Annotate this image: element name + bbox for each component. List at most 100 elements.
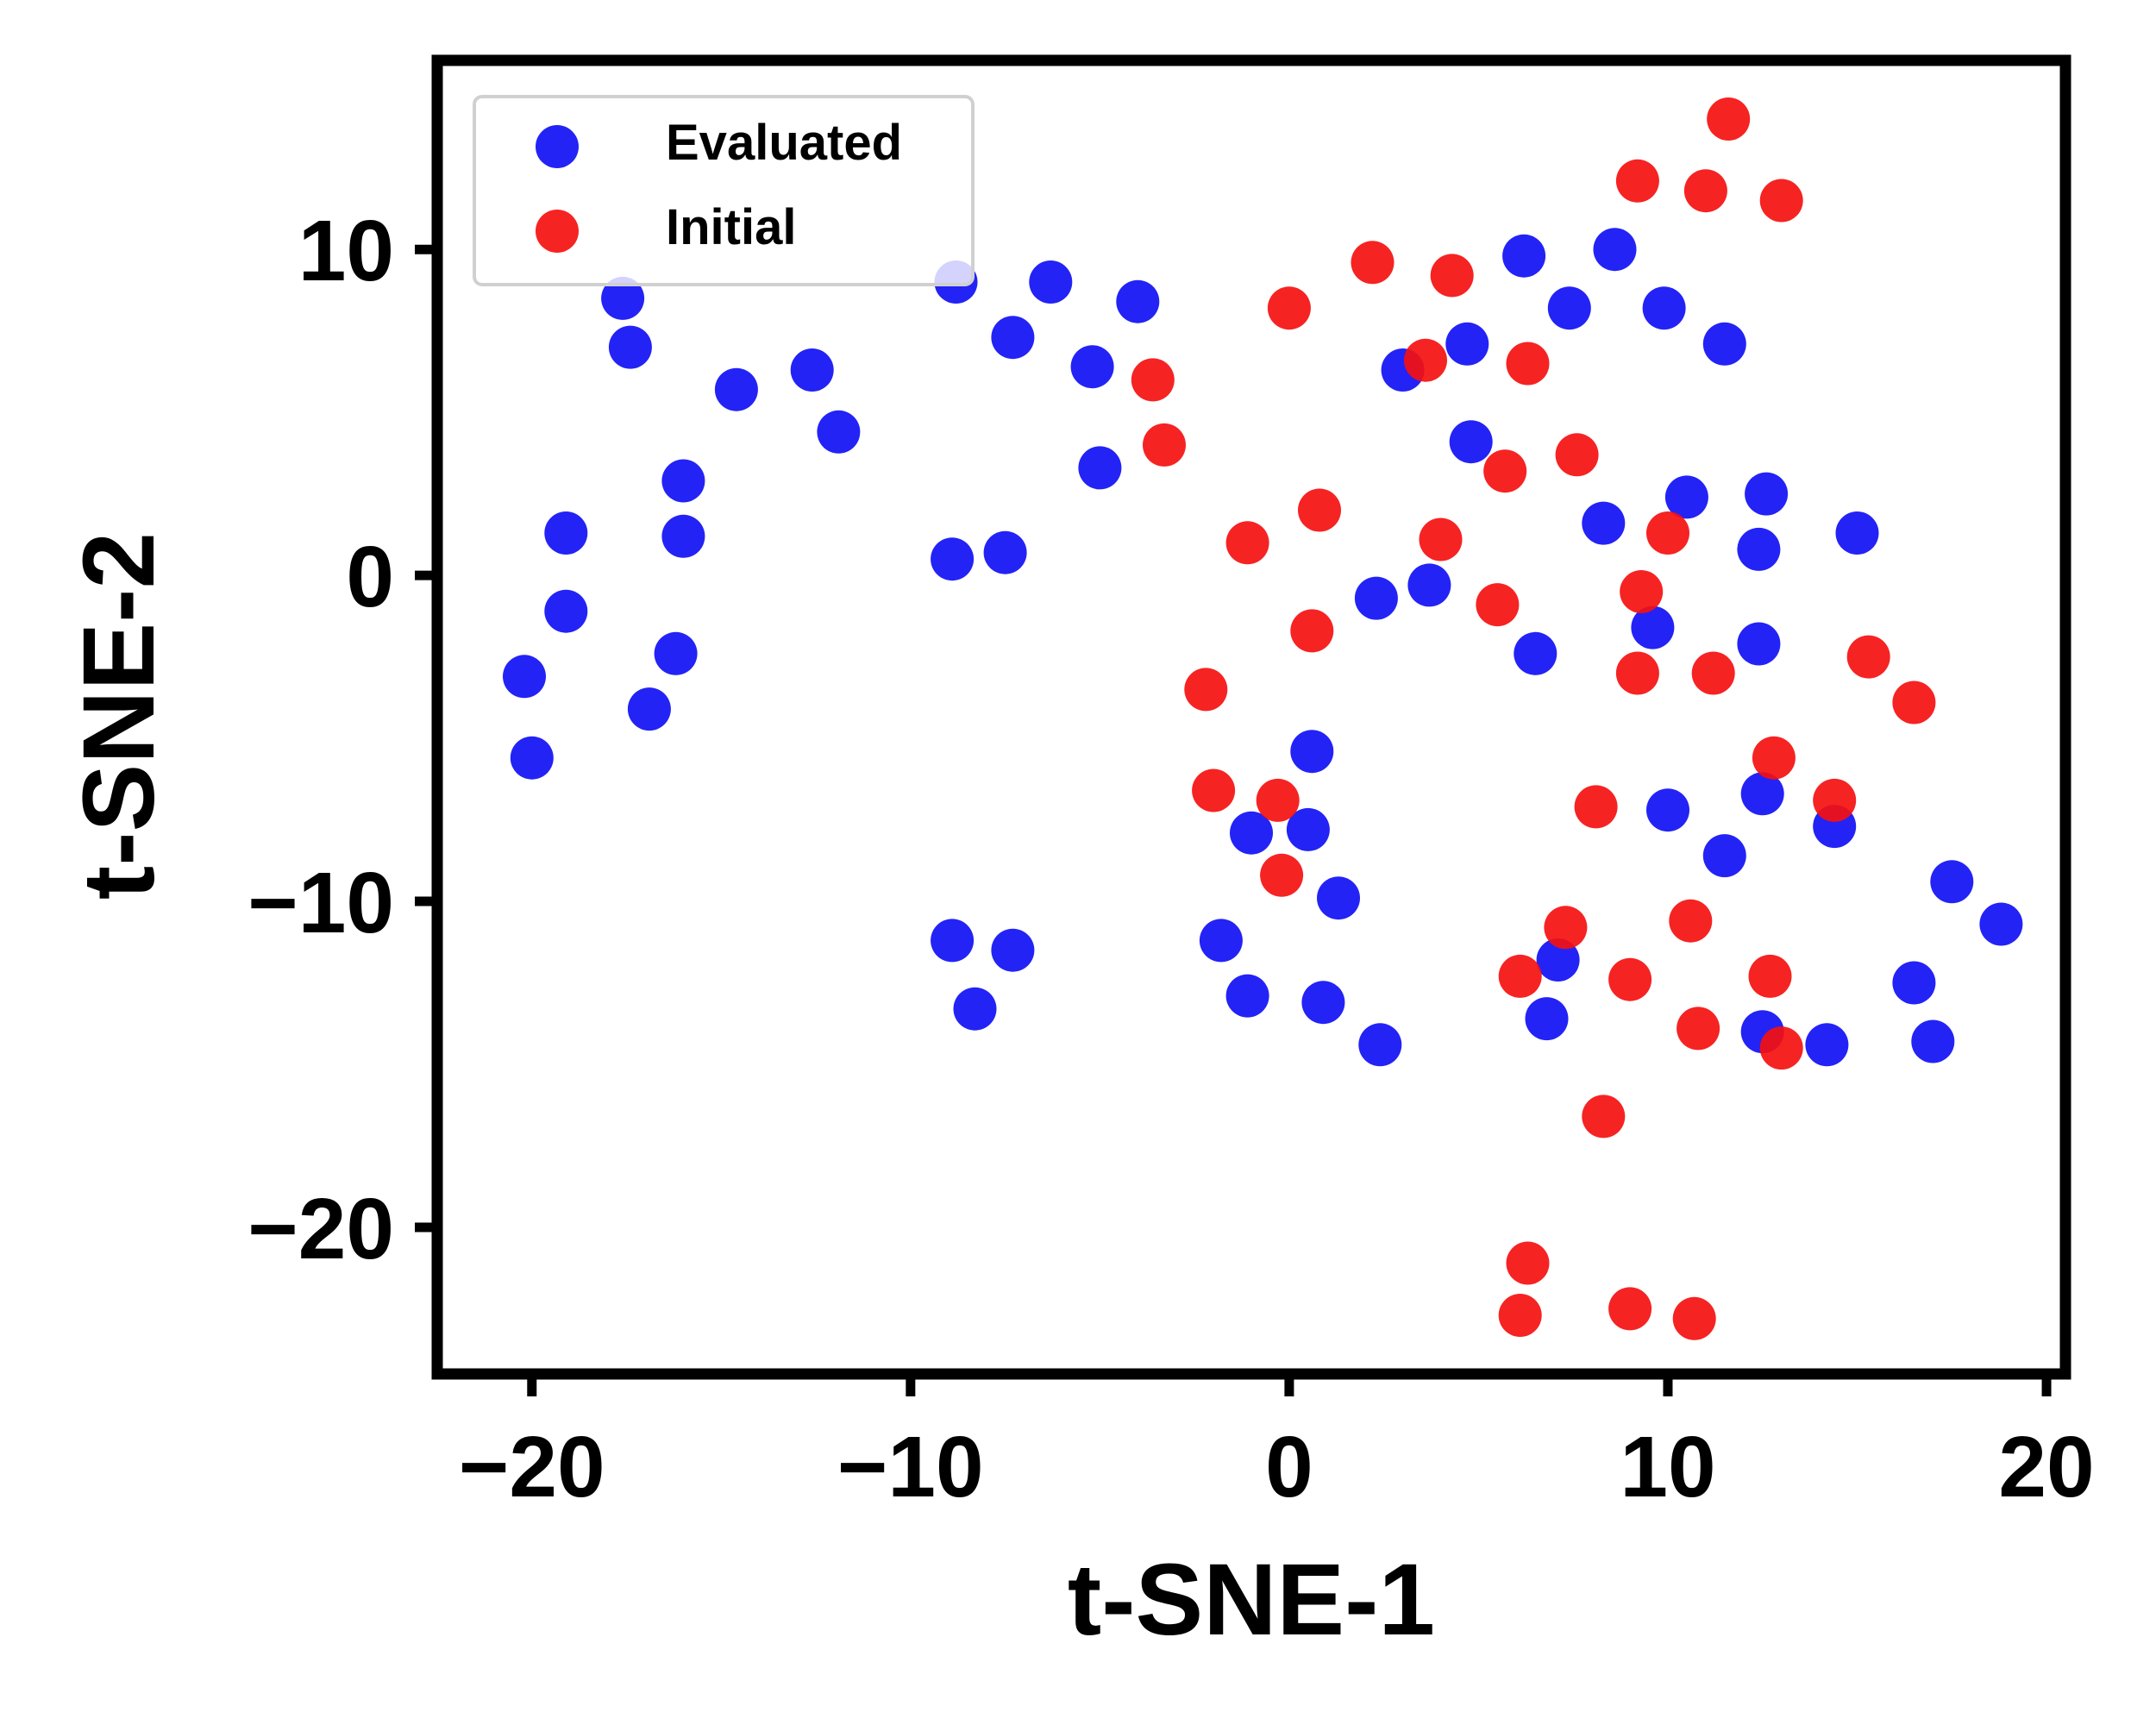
point-initial-26	[1192, 768, 1236, 812]
point-evaluated-10	[1078, 446, 1122, 490]
point-evaluated-6	[1029, 260, 1073, 304]
point-evaluated-49	[1930, 860, 1974, 904]
point-evaluated-21	[931, 919, 975, 963]
point-evaluated-42	[1290, 730, 1334, 774]
y-tick-label: 10	[298, 203, 394, 299]
point-evaluated-32	[1664, 475, 1708, 519]
point-evaluated-57	[1525, 997, 1569, 1041]
point-evaluated-34	[1582, 501, 1626, 545]
point-evaluated-36	[1835, 511, 1879, 555]
point-evaluated-54	[1301, 981, 1345, 1025]
legend-marker-initial	[536, 210, 579, 253]
point-evaluated-35	[1737, 527, 1781, 571]
point-initial-13	[1298, 488, 1341, 532]
point-initial-30	[1260, 853, 1304, 897]
point-evaluated-55	[1358, 1023, 1402, 1067]
legend-label-initial: Initial	[666, 199, 796, 255]
point-evaluated-14	[544, 589, 588, 633]
point-evaluated-51	[1317, 876, 1360, 920]
x-tick-label: −20	[459, 1419, 605, 1515]
legend-frame	[473, 95, 975, 286]
point-evaluated-3	[790, 348, 834, 392]
point-initial-0	[1707, 97, 1751, 141]
point-evaluated-33	[1745, 472, 1789, 516]
point-initial-41	[1608, 1287, 1652, 1331]
point-initial-25	[1752, 736, 1796, 780]
point-initial-24	[1892, 681, 1936, 724]
point-evaluated-7	[991, 316, 1035, 360]
point-initial-5	[1430, 254, 1474, 298]
point-initial-37	[1759, 1026, 1803, 1070]
point-initial-20	[1184, 668, 1228, 712]
legend-label-evaluated: Evaluated	[666, 115, 902, 171]
point-initial-35	[1748, 954, 1792, 998]
y-tick-label: 0	[346, 529, 394, 625]
point-evaluated-40	[1737, 622, 1781, 666]
point-evaluated-22	[991, 928, 1035, 972]
point-evaluated-48	[1702, 834, 1746, 878]
point-evaluated-17	[503, 655, 546, 699]
point-evaluated-1	[608, 325, 652, 369]
point-initial-12	[1555, 433, 1599, 477]
point-evaluated-29	[1445, 322, 1489, 366]
point-evaluated-25	[1593, 228, 1637, 272]
y-tick-label: −20	[248, 1181, 394, 1277]
point-evaluated-13	[544, 511, 588, 555]
point-evaluated-47	[1286, 807, 1330, 851]
point-initial-9	[1131, 358, 1175, 402]
point-initial-16	[1646, 511, 1689, 555]
y-tick-label: −10	[248, 855, 394, 951]
point-initial-14	[1225, 521, 1269, 565]
point-initial-38	[1582, 1095, 1626, 1138]
point-evaluated-2	[714, 367, 758, 411]
point-evaluated-52	[1199, 919, 1243, 963]
point-evaluated-16	[627, 687, 671, 731]
point-initial-40	[1498, 1294, 1542, 1337]
point-evaluated-43	[1740, 772, 1784, 816]
point-initial-22	[1691, 651, 1735, 695]
legend: Evaluated Initial	[473, 95, 975, 286]
x-tick-label: 10	[1620, 1419, 1715, 1515]
point-initial-2	[1683, 169, 1727, 213]
point-initial-23	[1846, 635, 1890, 679]
point-initial-1	[1615, 159, 1659, 203]
point-evaluated-23	[953, 987, 997, 1031]
point-initial-10	[1143, 423, 1186, 467]
point-evaluated-61	[1911, 1019, 1955, 1063]
point-evaluated-4	[817, 410, 861, 454]
x-axis-label: t-SNE-1	[1068, 1543, 1435, 1657]
point-evaluated-8	[1116, 279, 1160, 323]
point-evaluated-59	[1805, 1023, 1849, 1067]
point-initial-39	[1506, 1241, 1550, 1285]
point-initial-18	[1620, 570, 1664, 613]
point-evaluated-28	[1702, 322, 1746, 366]
point-initial-21	[1615, 651, 1659, 695]
x-tick-label: −10	[837, 1419, 984, 1515]
point-initial-29	[1813, 778, 1857, 822]
point-initial-17	[1476, 583, 1520, 627]
point-evaluated-31	[1449, 420, 1493, 464]
point-evaluated-0	[601, 276, 645, 320]
x-tick-label: 20	[1998, 1419, 2094, 1515]
point-initial-15	[1419, 518, 1463, 561]
point-initial-28	[1574, 785, 1618, 829]
plot-frame	[431, 54, 2071, 1380]
point-evaluated-26	[1547, 286, 1591, 330]
point-evaluated-24	[1502, 234, 1546, 278]
point-evaluated-38	[1407, 563, 1451, 607]
point-evaluated-44	[1646, 788, 1689, 832]
legend-marker-evaluated	[536, 125, 579, 168]
point-evaluated-9	[1070, 345, 1114, 389]
y-axis-label: t-SNE-2	[62, 532, 176, 900]
point-initial-33	[1498, 954, 1542, 998]
point-initial-7	[1404, 338, 1447, 382]
point-initial-36	[1677, 1007, 1720, 1051]
point-initial-31	[1544, 906, 1588, 950]
point-evaluated-37	[1354, 576, 1398, 620]
point-initial-27	[1256, 778, 1300, 822]
point-evaluated-11	[661, 459, 705, 503]
point-evaluated-50	[1979, 902, 2023, 946]
point-evaluated-53	[1225, 974, 1269, 1018]
x-tick-label: 0	[1265, 1419, 1313, 1515]
